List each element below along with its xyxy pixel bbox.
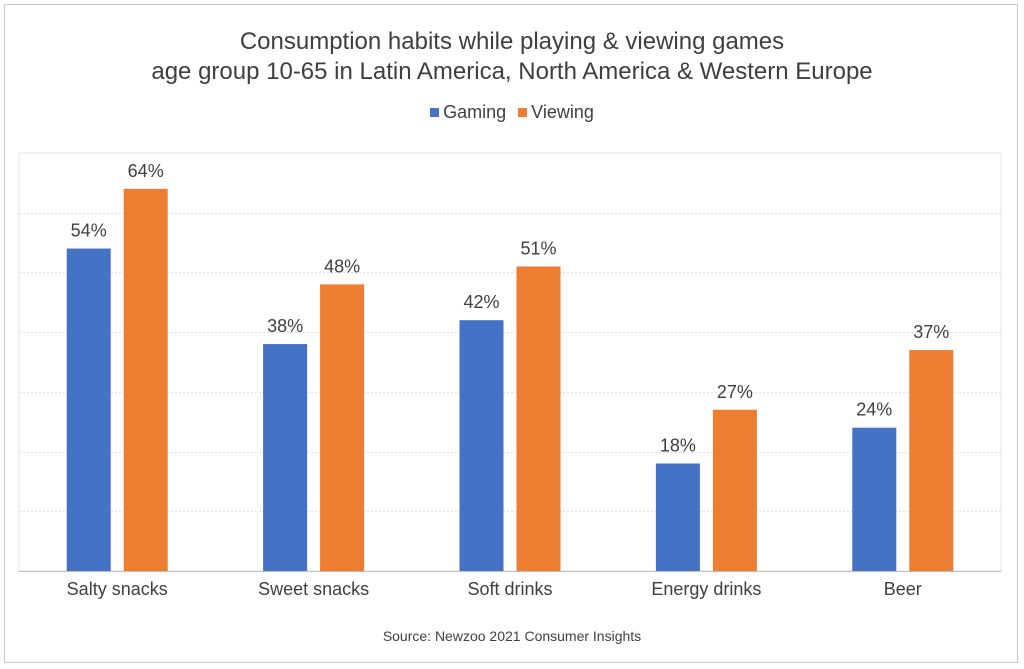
x-tick-label: Beer [884,579,922,599]
data-label-viewing: 64% [128,161,164,181]
bar-gaming-soft-drinks [459,320,504,571]
bar-viewing-salty-snacks [123,188,168,572]
legend-swatch-gaming [430,108,440,117]
chart-legend: Gaming Viewing [0,102,1024,123]
data-label-gaming: 18% [660,436,696,456]
data-label-gaming: 54% [71,221,107,241]
data-label-gaming: 38% [267,316,303,336]
bar-viewing-sweet-snacks [320,284,365,571]
data-label-viewing: 48% [324,256,360,276]
bar-gaming-beer [852,427,897,571]
bar-gaming-sweet-snacks [263,344,308,571]
chart-title: Consumption habits while playing & viewi… [239,28,785,55]
x-tick-label: Sweet snacks [258,579,369,599]
source-note: Source: Newzoo 2021 Consumer Insights [382,628,642,644]
data-label-viewing: 37% [913,322,949,342]
x-tick-label: Energy drinks [651,579,761,599]
data-label-viewing: 51% [520,238,556,258]
chart-frame [4,4,1018,663]
data-label-viewing: 27% [717,382,753,402]
chart-subtitle: age group 10-65 in Latin America, North … [151,58,873,85]
x-tick-label: Salty snacks [67,579,168,599]
bar-viewing-beer [909,350,954,571]
legend-item-gaming: Gaming [430,102,506,123]
x-tick-label: Soft drinks [467,579,552,599]
bar-viewing-soft-drinks [516,266,561,571]
bar-gaming-energy-drinks [655,463,700,571]
legend-label-gaming: Gaming [443,102,507,122]
legend-item-viewing: Viewing [518,102,594,123]
legend-swatch-viewing [518,108,528,117]
legend-label-viewing: Viewing [531,102,594,122]
bar-viewing-energy-drinks [712,409,757,571]
data-label-gaming: 24% [856,400,892,420]
data-label-gaming: 42% [463,292,499,312]
bar-gaming-salty-snacks [66,248,111,572]
